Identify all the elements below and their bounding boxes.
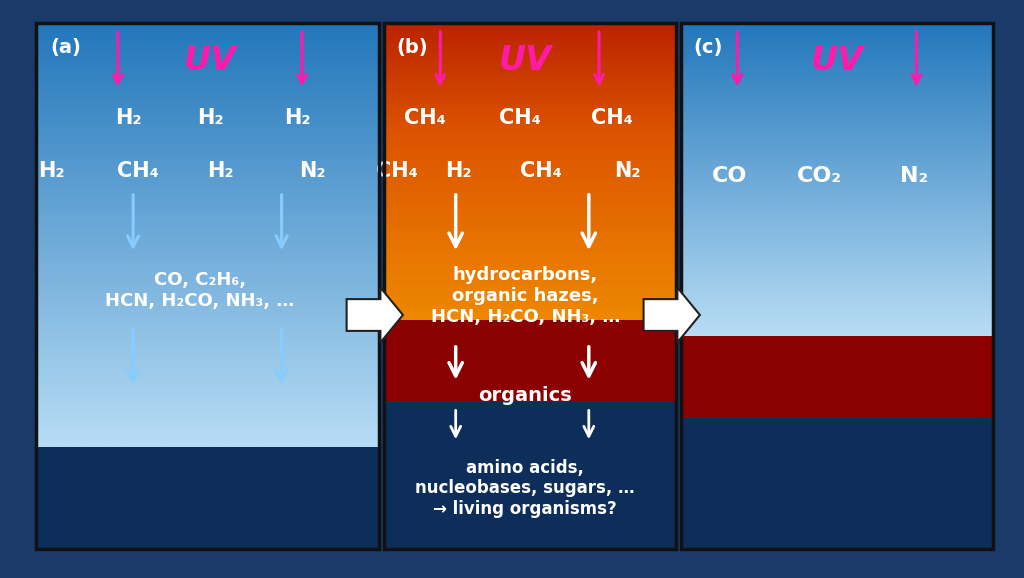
Text: CH₄: CH₄	[404, 109, 445, 128]
Text: CO: CO	[712, 166, 746, 186]
Text: amino acids,
nucleobases, sugars, …
→ living organisms?: amino acids, nucleobases, sugars, … → li…	[416, 458, 635, 518]
FancyArrow shape	[644, 287, 700, 342]
Bar	[384, 23, 676, 549]
Text: CH₄: CH₄	[377, 161, 418, 180]
Text: H₂: H₂	[38, 161, 65, 180]
FancyArrow shape	[346, 287, 402, 342]
Text: CO, C₂H₆,
HCN, H₂CO, NH₃, …: CO, C₂H₆, HCN, H₂CO, NH₃, …	[105, 271, 294, 310]
Text: hydrocarbons,
organic hazes,
HCN, H₂CO, NH₃, …: hydrocarbons, organic hazes, HCN, H₂CO, …	[431, 266, 620, 326]
Text: N₂: N₂	[900, 166, 929, 186]
Text: CH₄: CH₄	[520, 161, 561, 180]
Bar	[36, 23, 379, 549]
Text: CO₂: CO₂	[797, 166, 842, 186]
Bar	[681, 417, 993, 549]
Bar	[681, 336, 993, 417]
Text: N₂: N₂	[614, 161, 641, 180]
Text: organics: organics	[478, 387, 572, 405]
Text: (c): (c)	[693, 38, 723, 57]
Text: H₂: H₂	[445, 161, 472, 180]
Text: H₂: H₂	[115, 109, 141, 128]
Text: CH₄: CH₄	[500, 109, 541, 128]
Bar	[36, 447, 379, 549]
Text: H₂: H₂	[197, 109, 223, 128]
Text: N₂: N₂	[299, 161, 326, 180]
Text: CH₄: CH₄	[592, 109, 633, 128]
Bar	[384, 402, 676, 549]
Text: UV: UV	[183, 44, 237, 77]
Text: (a): (a)	[50, 38, 81, 57]
Text: CH₄: CH₄	[118, 161, 159, 180]
Bar	[384, 320, 676, 402]
Bar	[681, 23, 993, 549]
Text: (b): (b)	[396, 38, 428, 57]
Text: UV: UV	[811, 44, 864, 77]
Text: H₂: H₂	[284, 109, 310, 128]
Text: UV: UV	[499, 44, 552, 77]
Text: H₂: H₂	[207, 161, 233, 180]
